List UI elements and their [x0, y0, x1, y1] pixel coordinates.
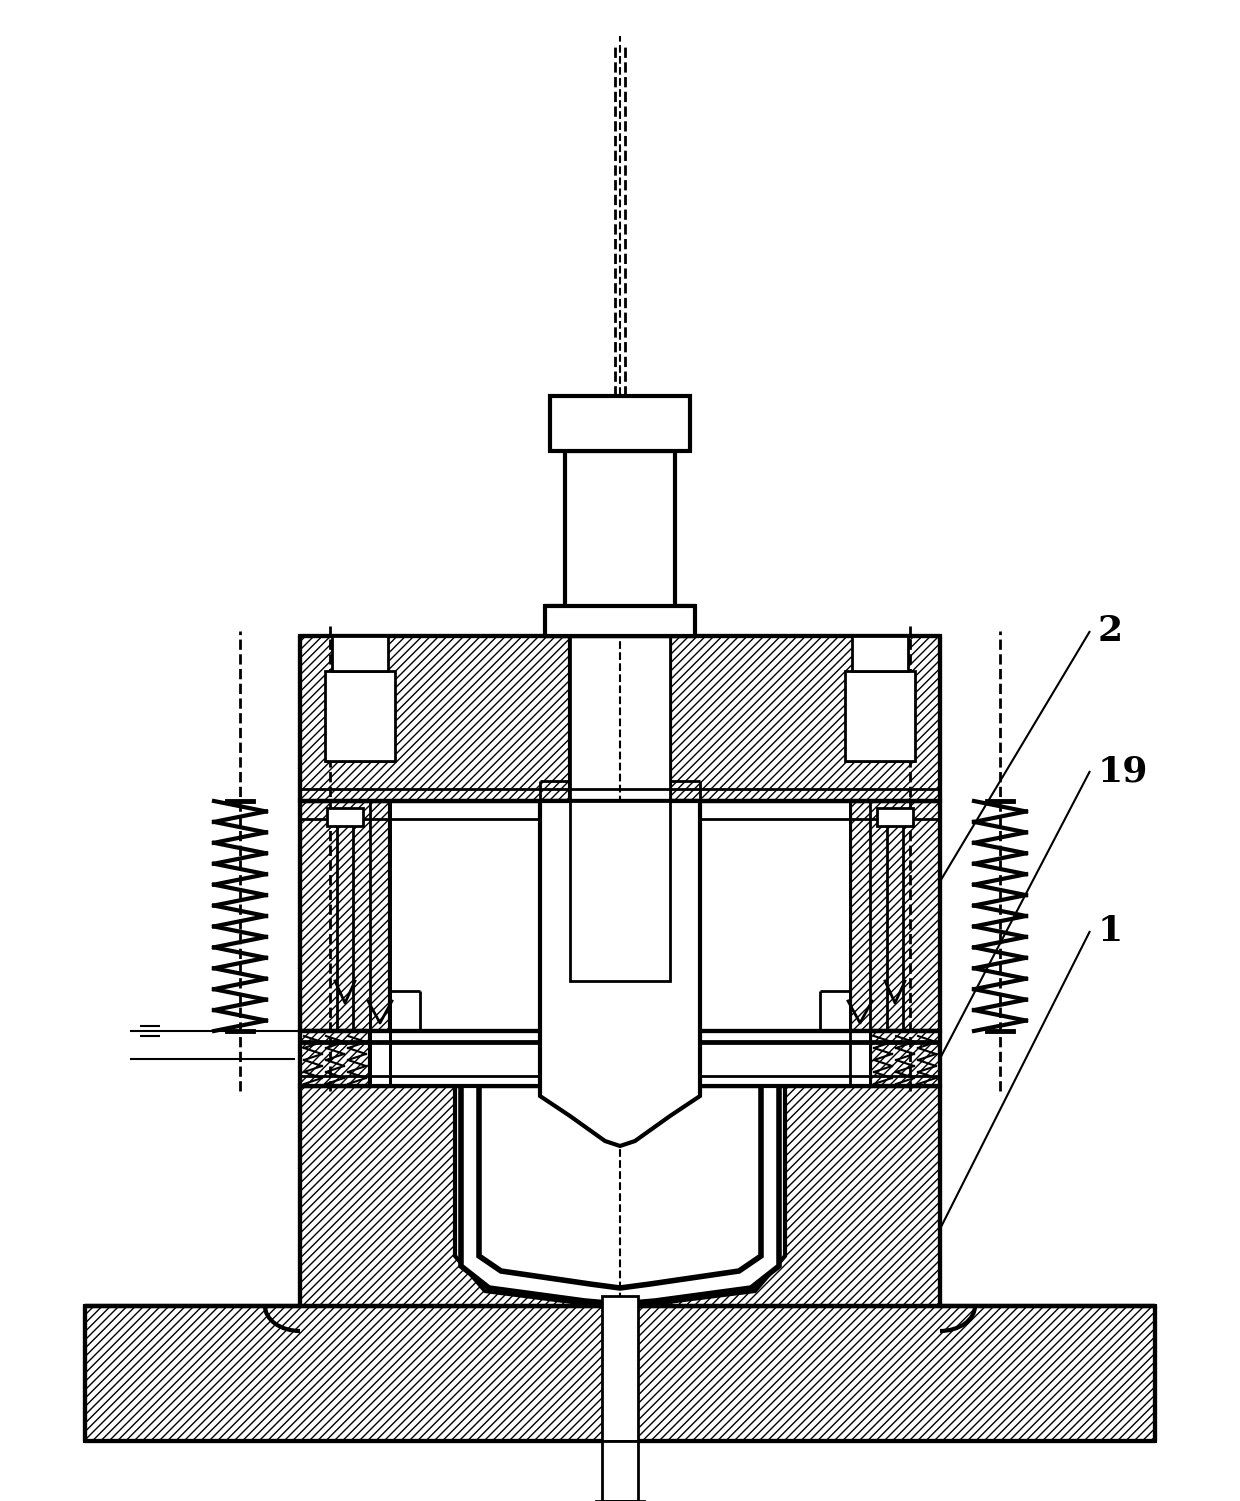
Bar	[300, 636, 570, 802]
Bar	[370, 1031, 870, 1087]
Bar	[300, 1087, 940, 1306]
Bar	[300, 1031, 370, 1087]
Bar	[877, 808, 913, 826]
Text: 2: 2	[1097, 614, 1123, 648]
Polygon shape	[86, 1306, 1154, 1441]
Bar	[327, 808, 363, 826]
Polygon shape	[461, 1081, 779, 1304]
Bar	[391, 802, 849, 1031]
Bar	[670, 636, 940, 802]
Bar	[844, 671, 915, 761]
Text: 1: 1	[1097, 914, 1123, 949]
Bar	[570, 802, 670, 982]
Bar	[870, 1031, 940, 1087]
Bar	[565, 450, 675, 636]
Bar	[300, 802, 391, 1031]
Text: 19: 19	[1097, 754, 1148, 788]
Bar	[849, 802, 940, 1031]
Bar	[325, 671, 396, 761]
Polygon shape	[455, 1087, 785, 1306]
Polygon shape	[539, 802, 701, 1145]
Bar	[852, 636, 908, 671]
Bar	[332, 636, 388, 671]
Bar	[601, 1441, 639, 1501]
Bar	[546, 606, 694, 636]
Bar	[601, 1295, 639, 1441]
Bar	[570, 636, 670, 802]
Bar	[551, 396, 689, 450]
